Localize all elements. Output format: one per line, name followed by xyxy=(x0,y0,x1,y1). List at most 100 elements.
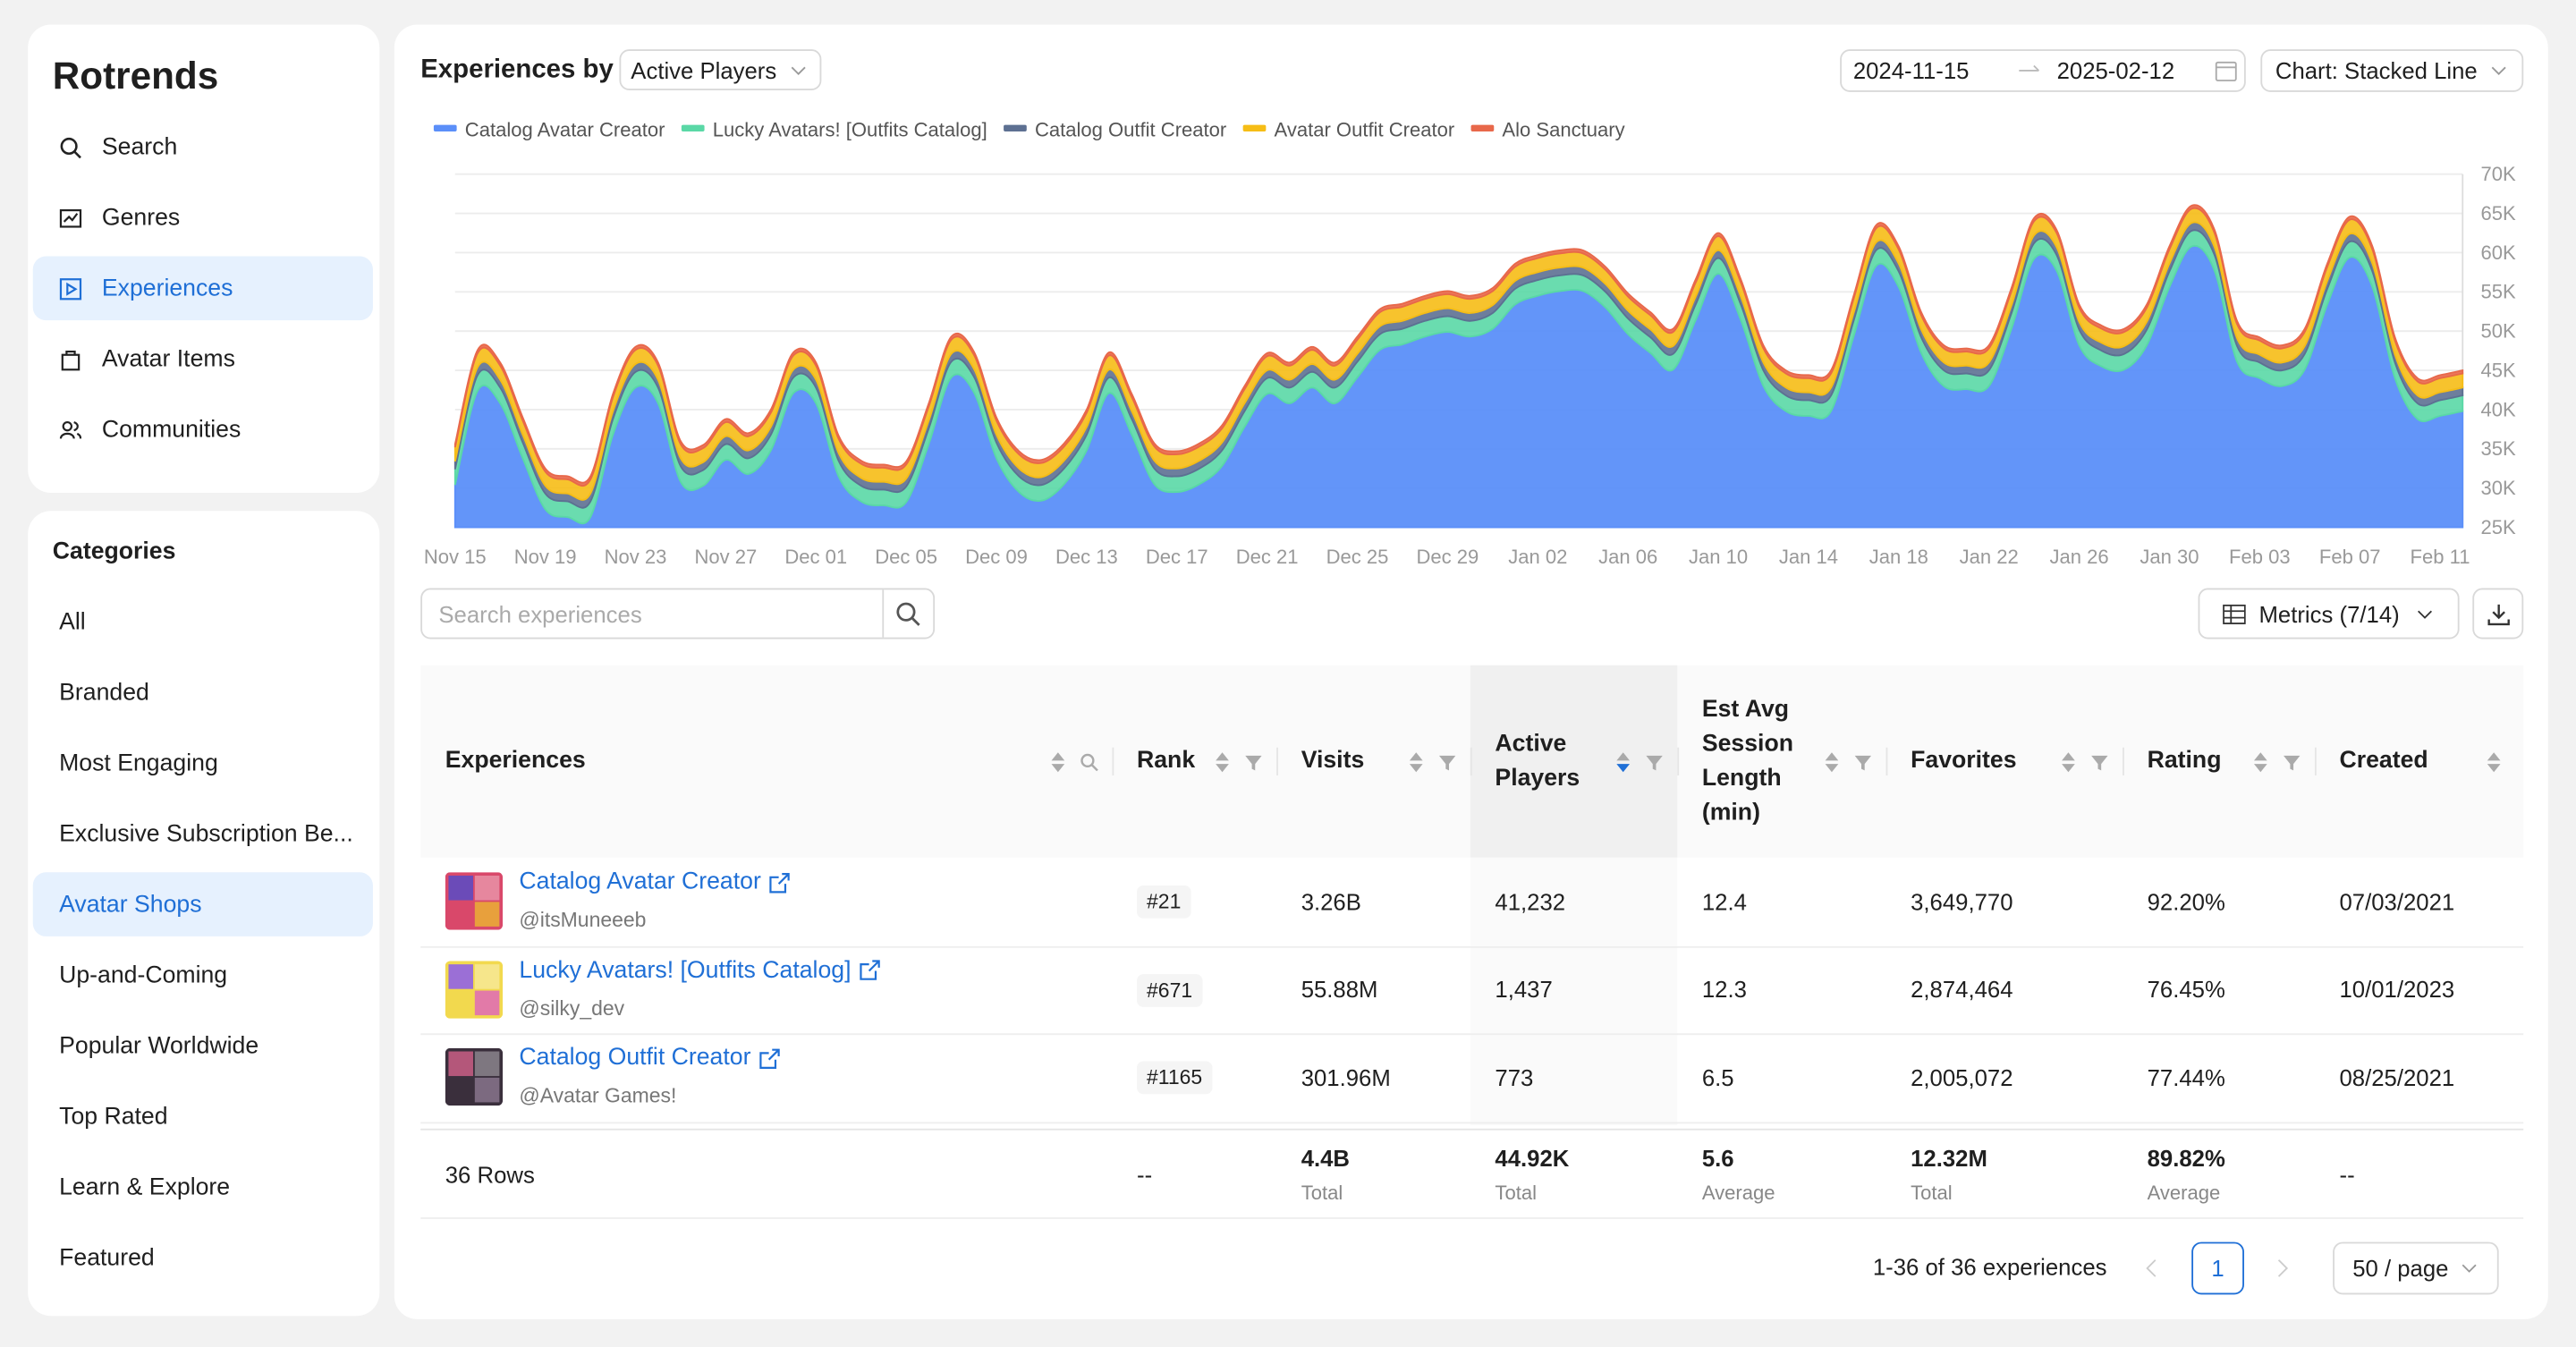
table-cell: 92.20% xyxy=(2147,888,2225,915)
category-item[interactable]: Exclusive Subscription Be... xyxy=(59,820,353,847)
nav-icon xyxy=(60,136,81,158)
next-page[interactable] xyxy=(2274,1258,2290,1278)
category-item[interactable]: Up-and-Coming xyxy=(59,962,228,988)
table-cell: 2,874,464 xyxy=(1911,976,2013,1003)
thumbnail xyxy=(445,1047,504,1106)
category-item[interactable]: Branded xyxy=(59,679,149,706)
column-divider xyxy=(1470,747,1472,775)
experience-link[interactable]: Catalog Avatar Creator xyxy=(519,868,791,896)
table-cell: 08/25/2021 xyxy=(2339,1063,2455,1091)
sort-icon[interactable] xyxy=(2252,750,2268,773)
nav-icon xyxy=(59,208,82,227)
legend-swatch xyxy=(1004,124,1027,131)
column-header: Visits xyxy=(1276,665,1470,858)
nav-item[interactable]: Experiences xyxy=(32,256,373,321)
pagination-range: 1-36 of 36 experiences xyxy=(1872,1253,2107,1280)
external-link-icon[interactable] xyxy=(759,1047,781,1069)
end-date: 2025-02-12 xyxy=(2056,57,2175,84)
x-tick-label: Dec 29 xyxy=(1417,546,1479,568)
x-tick-label: Feb 11 xyxy=(2411,546,2470,568)
column-filter[interactable] xyxy=(1243,751,1263,771)
x-tick-label: Jan 06 xyxy=(1598,546,1657,568)
x-tick-label: Dec 09 xyxy=(965,546,1028,568)
sort-icon[interactable] xyxy=(1214,750,1230,773)
column-search[interactable] xyxy=(1080,751,1099,771)
nav-icon xyxy=(61,350,80,370)
legend-swatch xyxy=(433,124,457,131)
search-button[interactable] xyxy=(882,589,934,638)
metric-select[interactable]: Active Players xyxy=(619,49,822,91)
prev-page[interactable] xyxy=(2144,1258,2160,1278)
nav-item[interactable]: Avatar Items xyxy=(33,327,373,392)
column-title: Experiences xyxy=(445,747,586,775)
page-size: 50 / page xyxy=(2352,1255,2449,1282)
legend-swatch xyxy=(1470,124,1495,131)
column-filter[interactable] xyxy=(1645,751,1665,771)
experience-name[interactable]: Catalog Avatar Creator xyxy=(519,868,761,896)
nav-item[interactable]: Communities xyxy=(33,397,373,462)
nav-item[interactable]: Search xyxy=(33,115,373,180)
legend-label[interactable]: Lucky Avatars! [Outfits Catalog] xyxy=(713,118,987,140)
summary-divider xyxy=(420,1128,2524,1131)
table-cell: 6.5 xyxy=(1701,1063,1734,1091)
sort-icon[interactable] xyxy=(2486,750,2502,773)
chevron xyxy=(2491,66,2506,75)
legend-label[interactable]: Catalog Outfit Creator xyxy=(1035,118,1226,140)
category-item[interactable]: All xyxy=(59,608,86,635)
table-cell: 12.3 xyxy=(1701,976,1747,1003)
category-item[interactable]: Featured xyxy=(59,1244,155,1271)
category-item[interactable]: Popular Worldwide xyxy=(59,1032,259,1059)
sort-icon[interactable] xyxy=(1824,750,1840,773)
column-filter[interactable] xyxy=(2282,751,2301,771)
experience-link[interactable]: Lucky Avatars! [Outfits Catalog] xyxy=(519,957,880,983)
legend-label[interactable]: Catalog Avatar Creator xyxy=(465,118,665,140)
page-button[interactable]: 1 xyxy=(2191,1241,2244,1295)
page-size-select[interactable]: 50 / page xyxy=(2333,1241,2499,1295)
sort-icon[interactable] xyxy=(1615,750,1631,773)
x-tick-label: Feb 03 xyxy=(2229,546,2291,568)
column-filter[interactable] xyxy=(2089,751,2109,771)
search-box[interactable]: Search experiences xyxy=(420,588,936,640)
category-item[interactable]: Most Engaging xyxy=(59,750,218,776)
table-cell: 301.96M xyxy=(1301,1063,1391,1091)
download-button[interactable] xyxy=(2472,588,2524,640)
nav-icon xyxy=(59,420,82,438)
x-tick-label: Jan 10 xyxy=(1689,546,1748,568)
chart-mode-select[interactable]: Chart: Stacked Line xyxy=(2260,49,2524,92)
external-link-icon[interactable] xyxy=(769,871,791,893)
date-range[interactable]: 2024-11-15 2025-02-12 xyxy=(1840,49,2246,92)
legend-label[interactable]: Alo Sanctuary xyxy=(1502,118,1624,140)
summary-label: Average xyxy=(2147,1181,2221,1205)
sort-icon[interactable] xyxy=(1408,750,1424,773)
external-link-icon[interactable] xyxy=(860,960,881,981)
column-filter[interactable] xyxy=(1853,751,1873,771)
y-tick-label: 65K xyxy=(2480,202,2516,224)
experience-link[interactable]: Catalog Outfit Creator xyxy=(519,1045,781,1072)
column-header: Experiences xyxy=(420,665,1112,858)
x-tick-label: Nov 23 xyxy=(605,546,667,568)
experience-name[interactable]: Catalog Outfit Creator xyxy=(519,1045,751,1072)
table-cell: 2,005,072 xyxy=(1911,1063,2013,1091)
rank-tag: #1165 xyxy=(1137,1061,1213,1095)
metrics-button[interactable]: Metrics (7/14) xyxy=(2198,588,2460,640)
summary-label: Total xyxy=(1301,1181,1343,1205)
category-item[interactable]: Avatar Shops xyxy=(32,872,373,936)
nav-item[interactable]: Genres xyxy=(33,186,373,250)
experience-name[interactable]: Lucky Avatars! [Outfits Catalog] xyxy=(519,956,852,984)
legend-label[interactable]: Avatar Outfit Creator xyxy=(1275,118,1455,140)
sort-icon[interactable] xyxy=(1050,750,1066,773)
metrics-label: Metrics (7/14) xyxy=(2258,600,2400,627)
metric-value: Active Players xyxy=(631,56,777,83)
category-item[interactable]: Learn & Explore xyxy=(59,1173,231,1200)
nav-label: Experiences xyxy=(101,275,233,302)
download-icon xyxy=(2487,603,2509,625)
table-cell: 76.45% xyxy=(2147,976,2225,1003)
x-tick-label: Dec 01 xyxy=(784,546,847,568)
x-tick-label: Dec 25 xyxy=(1326,546,1389,568)
sort-icon[interactable] xyxy=(2060,750,2076,773)
summary-divider xyxy=(420,1217,2524,1219)
column-header: Created xyxy=(2314,665,2521,858)
column-filter[interactable] xyxy=(1437,751,1457,771)
category-item[interactable]: Top Rated xyxy=(59,1103,168,1130)
